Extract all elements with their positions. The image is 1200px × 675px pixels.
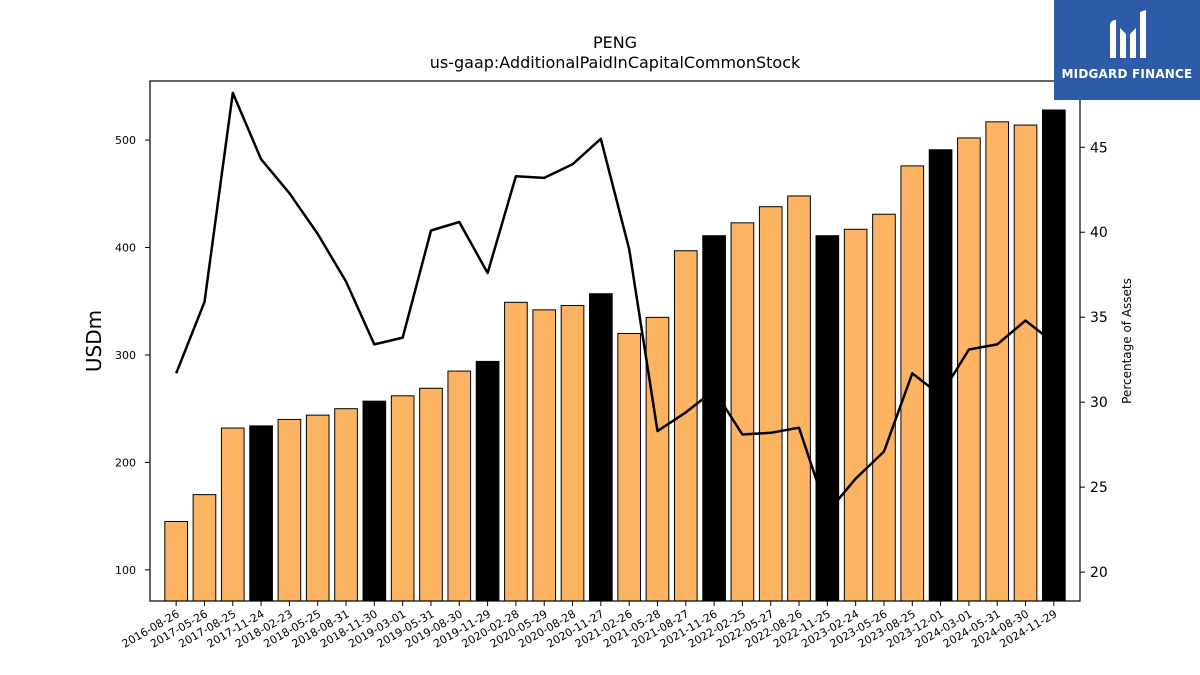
left-axis: 100 200 300 400 500: [115, 134, 150, 577]
bar: [985, 121, 1010, 602]
bar: [787, 195, 811, 602]
bar: [447, 370, 472, 602]
y2-tick-label: 40: [1090, 225, 1108, 241]
bar: [900, 165, 925, 602]
y2-tick-label: 35: [1090, 310, 1108, 326]
bar: [645, 316, 670, 602]
bar: [475, 360, 500, 602]
y2-tick-label: 20: [1090, 565, 1108, 581]
bars-group: [164, 109, 1066, 602]
plot-frame: [149, 80, 1081, 602]
bar: [589, 293, 613, 602]
bar: [305, 414, 330, 602]
bar: [702, 235, 726, 602]
logo-text: MIDGARD FINANCE: [1061, 67, 1193, 81]
bar: [730, 222, 755, 602]
bar: [192, 494, 217, 602]
bar: [1042, 109, 1066, 602]
right-axis: 20 25 30 35 40 45: [1080, 140, 1108, 581]
y2-axis-label: Percentage of Assets: [1120, 278, 1134, 404]
bar: [249, 425, 273, 602]
y2-tick-label: 45: [1090, 140, 1108, 156]
y2-tick-label: 30: [1090, 395, 1108, 411]
y-tick-label: 200: [115, 456, 136, 469]
bar: [419, 387, 443, 602]
bar: [390, 395, 415, 602]
y-axis-label: USDm: [82, 310, 106, 372]
bar: [504, 301, 528, 602]
y-tick-label: 300: [115, 349, 136, 362]
bar: [1013, 124, 1038, 602]
line-layer: [175, 91, 1055, 514]
bar: [872, 213, 896, 602]
x-axis: 2016-08-262017-05-262017-08-252017-11-24…: [120, 601, 1059, 651]
chart-subtitle: us-gaap:AdditionalPaidInCapitalCommonSto…: [430, 53, 801, 72]
y-tick-label: 500: [115, 134, 136, 147]
bar: [220, 427, 245, 602]
chart-title: PENG: [593, 33, 637, 52]
bar: [617, 332, 641, 602]
bar: [843, 228, 868, 602]
bar: [532, 309, 557, 602]
bar: [815, 235, 840, 602]
bar: [164, 520, 188, 602]
y-tick-label: 100: [115, 564, 136, 577]
y-tick-label: 400: [115, 242, 136, 255]
bar: [758, 206, 783, 602]
bar: [277, 418, 302, 602]
y2-tick-label: 25: [1090, 480, 1108, 496]
bar: [560, 305, 585, 602]
bar: [673, 250, 698, 602]
logo-mark-icon: [1110, 10, 1146, 58]
series-line: [175, 91, 1055, 514]
brand-logo: MIDGARD FINANCE: [1054, 0, 1200, 100]
bar: [334, 408, 358, 602]
bar: [928, 149, 953, 602]
bar: [957, 137, 981, 602]
bar: [362, 400, 387, 602]
